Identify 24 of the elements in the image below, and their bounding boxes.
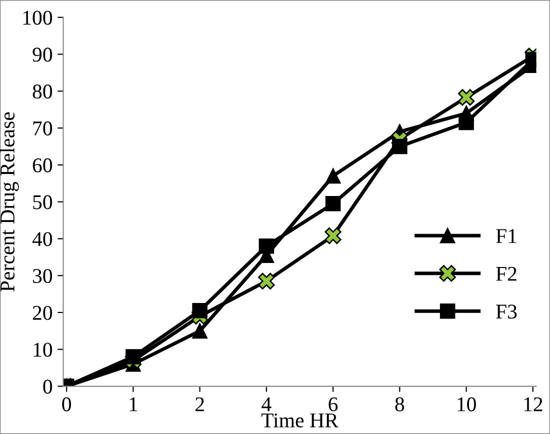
x-tick-label: 2 (196, 397, 204, 412)
y-tick-label: 50 (33, 195, 52, 210)
y-tick-label: 100 (23, 10, 52, 25)
x-tick-label: 4 (262, 397, 272, 412)
y-tick-label: 90 (32, 48, 52, 62)
y-tick-label: 10 (34, 342, 52, 357)
y-tick-label: 60 (32, 158, 52, 172)
x-tick-label: 12 (524, 397, 542, 412)
y-tick-label: 0 (43, 380, 52, 394)
x-axis-title: Time HR (261, 413, 338, 428)
legend-label: F2 (496, 266, 516, 281)
y-axis-title: Percent Drug Release (0, 112, 19, 292)
y-tick-label: 80 (32, 84, 52, 99)
y-tick-label: 70 (33, 121, 52, 136)
x-tick-label: 10 (458, 397, 476, 412)
x-tick-label: 6 (328, 397, 338, 412)
y-tick-label: 40 (32, 232, 52, 246)
x-tick-label: 1 (130, 397, 138, 412)
x-tick-label: 8 (395, 397, 404, 412)
x-tick-label: 0 (62, 397, 71, 412)
legend-label: F1 (496, 229, 516, 243)
y-tick-label: 20 (32, 306, 52, 320)
y-tick-label: 30 (32, 268, 52, 284)
legend-label: F3 (496, 304, 517, 319)
